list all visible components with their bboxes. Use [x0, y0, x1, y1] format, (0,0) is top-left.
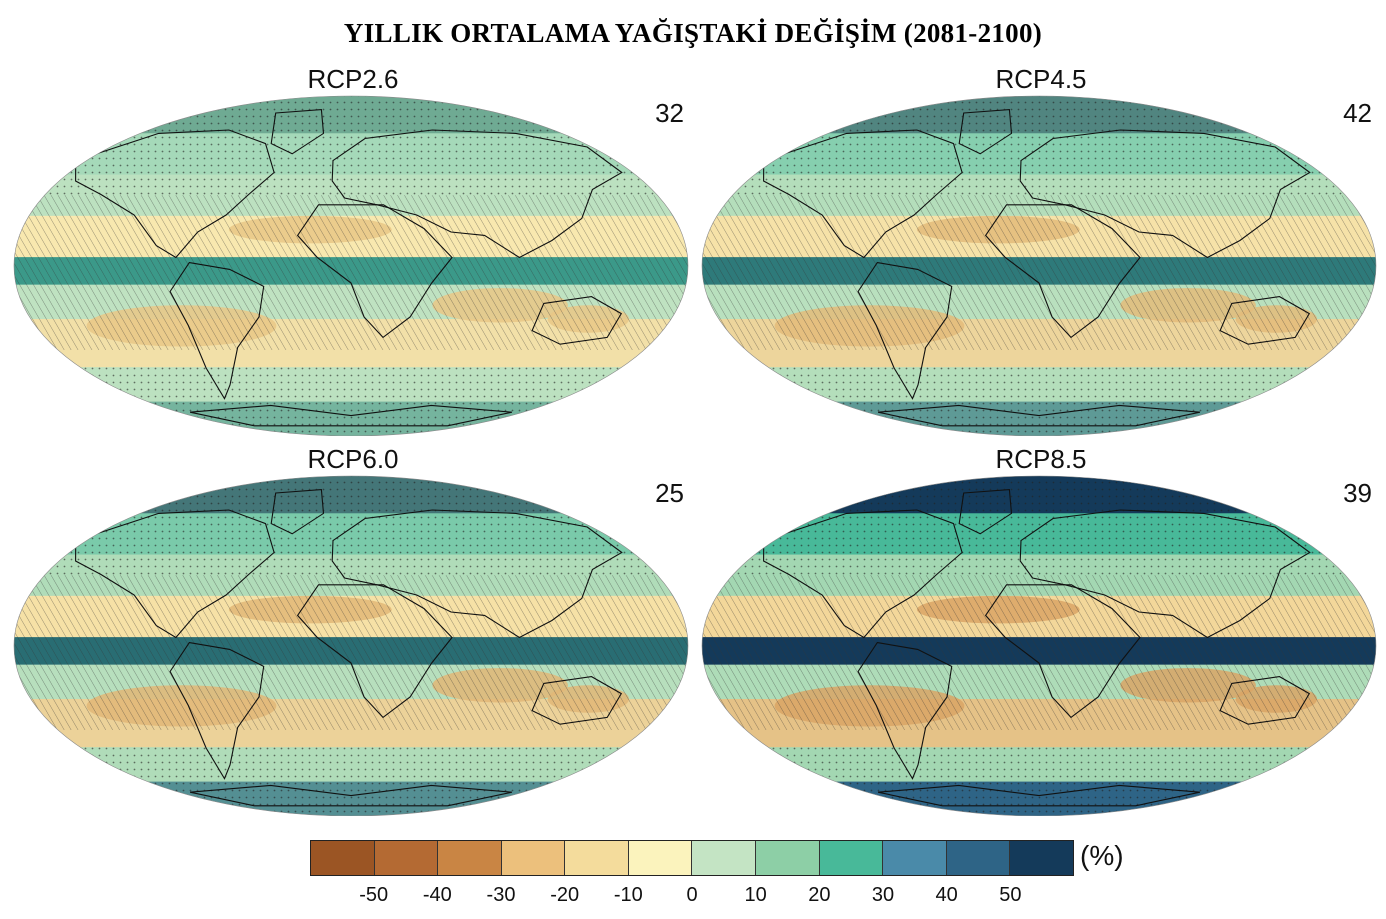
legend-swatch: [438, 841, 502, 875]
coastline: [270, 489, 325, 535]
coastline: [169, 261, 265, 400]
coastline: [958, 489, 1013, 535]
coastline: [877, 404, 1201, 427]
coastline: [169, 641, 265, 780]
coastline: [189, 404, 513, 427]
coastline: [984, 204, 1141, 339]
hatching-overlay: [14, 575, 688, 730]
coastline: [1219, 676, 1311, 725]
hatching-overlay: [14, 195, 688, 350]
coastline: [331, 129, 623, 259]
legend-tick-label: 20: [808, 884, 831, 906]
coastline: [531, 676, 623, 725]
map-panel-rcp60: RCP6.0 25: [8, 444, 698, 816]
legend-color-bar: [310, 840, 1074, 876]
legend-swatch: [883, 841, 947, 875]
stippling-overlay: [14, 96, 688, 196]
legend-tick-label: -20: [550, 884, 580, 906]
coastline: [857, 261, 953, 400]
map-border: [13, 95, 689, 436]
model-count: 32: [655, 98, 684, 128]
hatching-overlay: [702, 575, 1376, 730]
legend-tick-label: -50: [359, 884, 389, 906]
coastline: [296, 584, 453, 719]
stippling-overlay: [702, 96, 1376, 196]
hatching-overlay: [702, 195, 1376, 350]
map-border: [701, 95, 1377, 436]
map-panel-rcp85: RCP8.5 39: [696, 444, 1386, 816]
legend-tick-label: 50: [999, 884, 1022, 906]
coastline: [857, 641, 953, 780]
model-count: 25: [655, 478, 684, 508]
coastline: [75, 129, 275, 259]
panel-label: RCP4.5: [995, 64, 1087, 94]
legend-tick-label: 30: [871, 884, 895, 906]
panel-label: RCP6.0: [307, 444, 399, 474]
map-panel-rcp45: RCP4.5 42: [696, 64, 1386, 436]
legend-swatch: [628, 841, 693, 875]
legend-swatch: [756, 841, 820, 875]
coastline: [331, 509, 623, 639]
coastline: [189, 784, 513, 807]
stippling-overlay: [702, 476, 1376, 576]
legend-tick-label: -30: [486, 884, 516, 906]
legend-tick-label: -10: [613, 884, 643, 906]
coastline: [1019, 509, 1311, 639]
coastline: [75, 509, 275, 639]
coastline: [1019, 129, 1311, 259]
color-legend: (%) -50 -40 -30 -20 -10 0 10 20 30 40 50: [310, 840, 1140, 910]
precipitation-map: [701, 475, 1377, 816]
panel-label: RCP8.5: [995, 444, 1087, 474]
coastline: [270, 109, 325, 155]
legend-swatch: [692, 841, 757, 875]
coastline: [531, 296, 623, 345]
model-count: 39: [1343, 478, 1372, 508]
legend-unit: (%): [1080, 840, 1124, 871]
figure-title: YILLIK ORTALAMA YAĞIŞTAKİ DEĞİŞİM (2081-…: [343, 18, 1043, 48]
map-border: [13, 475, 689, 816]
legend-swatch: [311, 841, 375, 875]
coastline: [296, 204, 453, 339]
coastline: [763, 129, 963, 259]
coastline: [763, 509, 963, 639]
coastline: [984, 584, 1141, 719]
coastline: [877, 784, 1201, 807]
map-panel-rcp26: RCP2.6 32: [8, 64, 698, 436]
map-border: [701, 475, 1377, 816]
legend-tick-label: 0: [686, 884, 698, 906]
legend-swatch: [1010, 841, 1073, 875]
legend-swatch: [565, 841, 629, 875]
stippling-overlay: [14, 476, 688, 576]
coastline: [958, 109, 1013, 155]
coastline: [1219, 296, 1311, 345]
legend-tick-label: 10: [744, 884, 767, 906]
panel-label: RCP2.6: [307, 64, 399, 94]
precipitation-map: [701, 95, 1377, 436]
legend-swatch: [819, 841, 884, 875]
legend-tick-label: -40: [422, 884, 452, 906]
legend-tick-label: 40: [935, 884, 958, 906]
precipitation-map: [13, 475, 689, 816]
precipitation-map: [13, 95, 689, 436]
model-count: 42: [1343, 98, 1372, 128]
legend-swatch: [374, 841, 439, 875]
legend-swatch: [946, 841, 1011, 875]
legend-swatch: [501, 841, 566, 875]
